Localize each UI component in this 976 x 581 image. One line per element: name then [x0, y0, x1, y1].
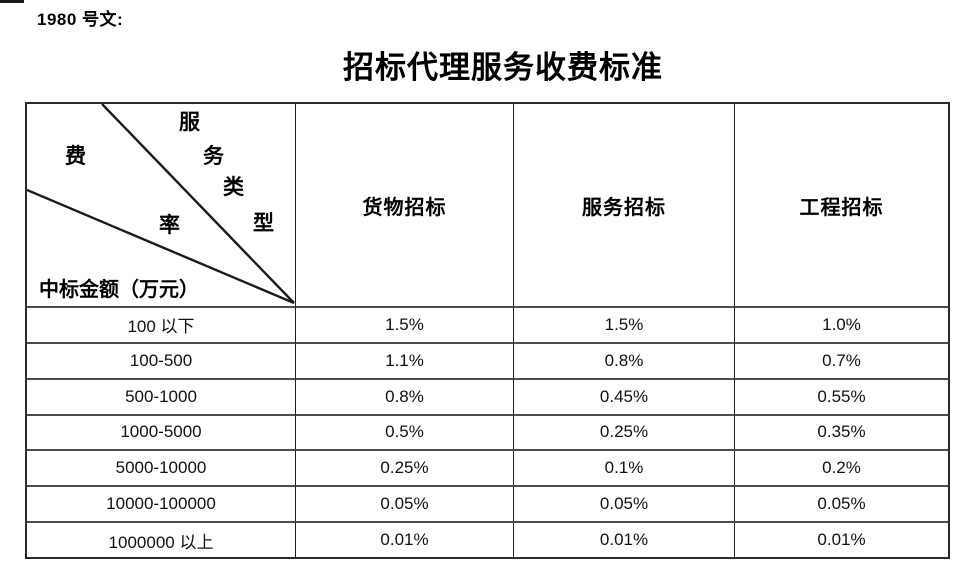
doc-number-label: 1980 号文:	[37, 10, 124, 29]
table-corner-cell: 服 务 类 型 费 率 中标金额（万元）	[27, 104, 295, 306]
table-cell: 0.45%	[513, 377, 734, 414]
table-cell: 0.1%	[513, 449, 734, 486]
fee-table: 服 务 类 型 费 率 中标金额（万元） 货物招标 服务招标 工程招标 100 …	[25, 102, 950, 559]
column-header-engineering: 工程招标	[734, 104, 948, 306]
diagonal-divider-lines	[27, 104, 295, 304]
table-cell: 0.01%	[734, 521, 948, 557]
table-cell: 0.01%	[295, 521, 513, 557]
table-cell: 1.5%	[513, 306, 734, 342]
table-cell: 0.8%	[295, 377, 513, 414]
row-label: 100 以下	[27, 306, 295, 342]
table-cell: 0.25%	[295, 449, 513, 486]
table-cell: 0.05%	[734, 485, 948, 522]
table-cell: 1.5%	[295, 306, 513, 342]
corner-type-char: 型	[253, 211, 274, 235]
page-title: 招标代理服务收费标准	[343, 50, 663, 85]
row-label: 1000-5000	[27, 413, 295, 450]
table-cell: 0.01%	[513, 521, 734, 557]
row-label: 500-1000	[27, 377, 295, 414]
table-cell: 0.7%	[734, 341, 948, 378]
table-cell: 0.05%	[513, 485, 734, 522]
row-label: 1000000 以上	[27, 521, 295, 557]
page-edge-artifact	[0, 0, 24, 3]
corner-type-char: 务	[203, 144, 224, 168]
corner-rate-char: 费	[65, 144, 86, 168]
corner-type-char: 服	[179, 110, 200, 134]
table-cell: 0.05%	[295, 485, 513, 522]
table-cell: 0.55%	[734, 377, 948, 414]
row-label: 10000-100000	[27, 485, 295, 521]
corner-rate-char: 率	[159, 213, 180, 237]
table-cell: 0.5%	[295, 413, 513, 450]
table-cell: 0.2%	[734, 449, 948, 486]
table-cell: 0.8%	[513, 341, 734, 378]
table-cell: 1.0%	[734, 306, 948, 342]
row-label: 5000-10000	[27, 449, 295, 485]
corner-type-char: 类	[223, 175, 244, 199]
column-header-goods: 货物招标	[295, 104, 513, 306]
table-cell: 0.35%	[734, 413, 948, 450]
row-axis-label: 中标金额（万元）	[39, 279, 199, 301]
table-cell: 1.1%	[295, 341, 513, 378]
table-cell: 0.25%	[513, 413, 734, 450]
column-header-services: 服务招标	[513, 104, 734, 306]
row-label: 100-500	[27, 341, 295, 378]
